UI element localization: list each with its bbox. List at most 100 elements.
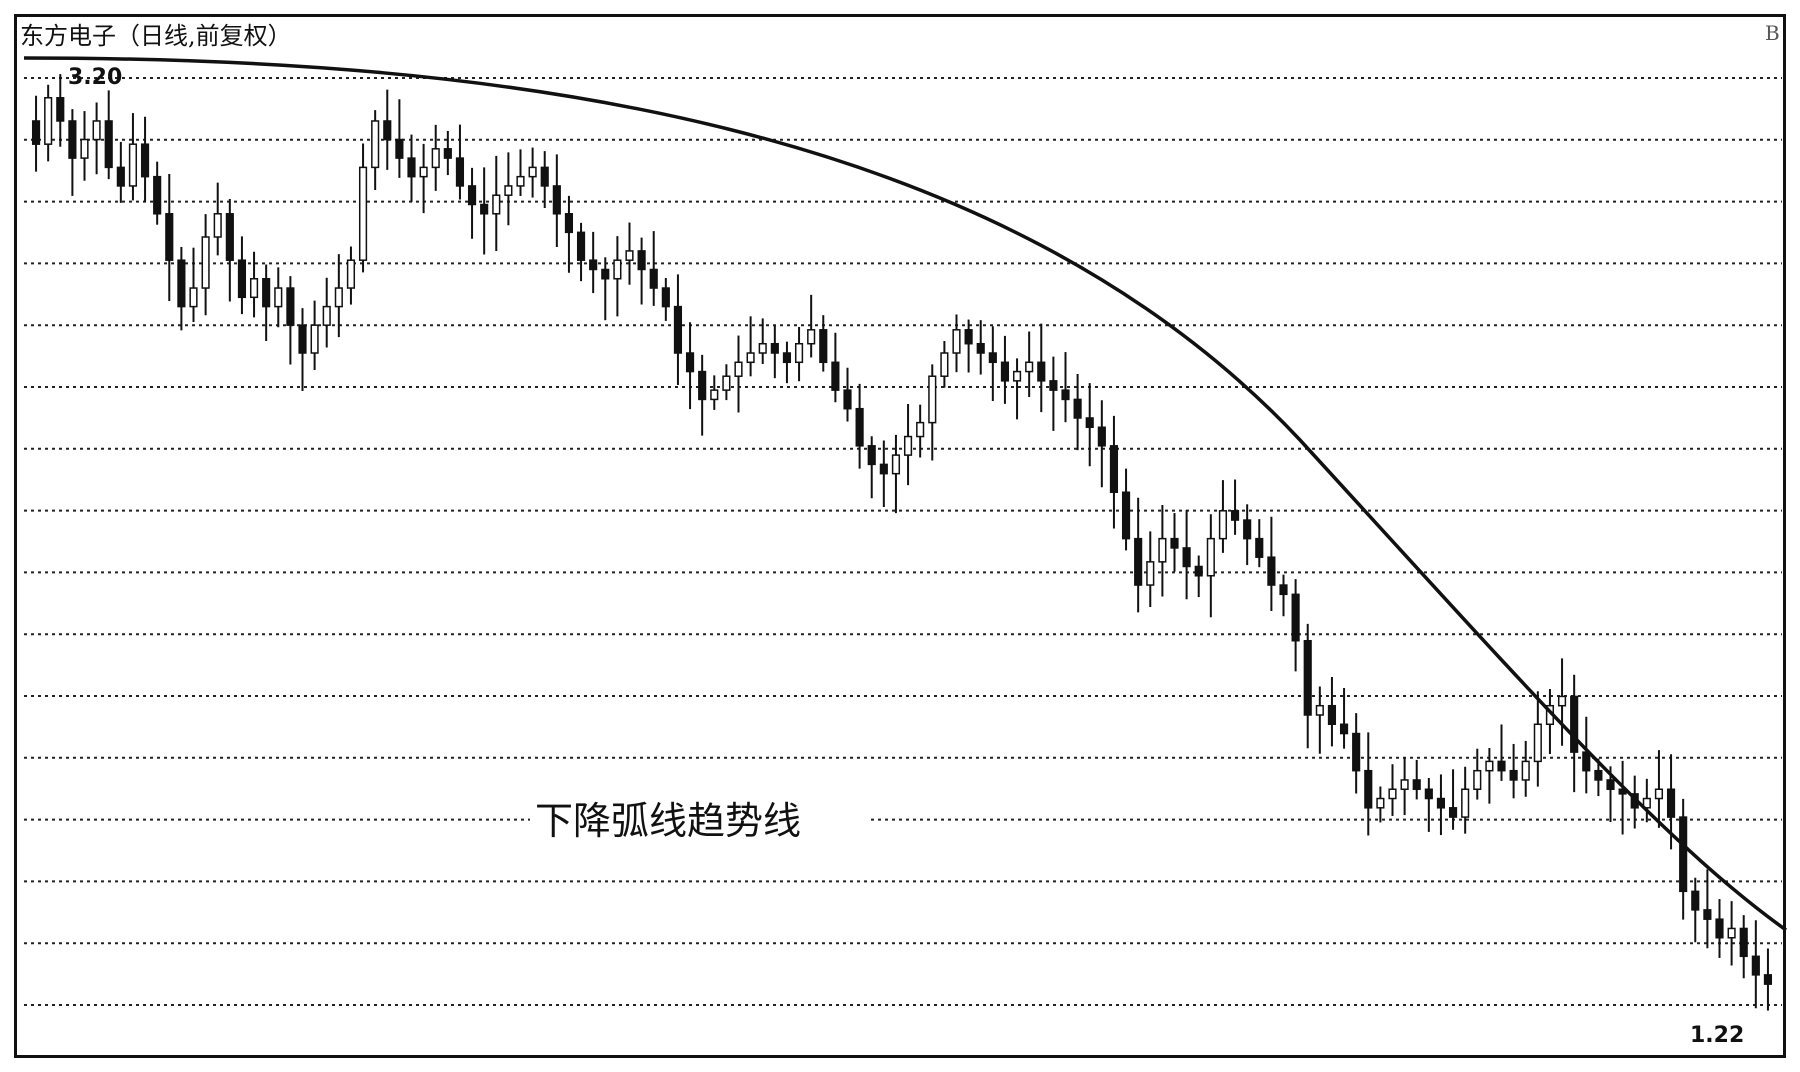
candle — [940, 341, 949, 388]
candle — [189, 247, 198, 323]
candle-body — [177, 259, 186, 308]
candle — [831, 332, 840, 403]
candle-body — [1473, 769, 1482, 790]
candle — [395, 99, 404, 178]
candle — [1327, 676, 1337, 747]
candle-body — [1521, 760, 1530, 781]
candle — [1291, 579, 1300, 672]
candle — [274, 267, 283, 328]
candle — [68, 109, 77, 196]
candle-body — [613, 259, 622, 280]
candle — [1703, 869, 1712, 949]
candle-body — [819, 329, 828, 364]
candle-body — [952, 329, 961, 354]
candle-body — [286, 287, 295, 326]
candle — [540, 151, 549, 209]
candle — [843, 367, 852, 422]
candle-body — [831, 361, 840, 391]
candle-body — [1206, 537, 1215, 577]
candle-body — [1109, 445, 1119, 493]
candle-body — [262, 278, 271, 308]
candle-body — [358, 166, 368, 261]
candle — [237, 236, 247, 315]
candle — [625, 222, 634, 285]
candle-body — [1182, 547, 1191, 568]
candle — [1727, 901, 1736, 966]
candle-body — [528, 166, 537, 178]
candle-body — [249, 278, 259, 299]
candle-body — [1594, 769, 1603, 781]
candle-body — [1218, 510, 1228, 540]
candle — [504, 152, 513, 226]
candle — [140, 116, 150, 202]
chart-title: 东方电子（日线,前复权） — [20, 22, 292, 50]
candle — [1243, 504, 1252, 566]
candle-body — [1364, 769, 1373, 809]
candle-body — [92, 120, 101, 141]
candle — [746, 316, 755, 377]
candle-body — [843, 389, 852, 410]
candle-body — [1121, 491, 1131, 540]
candle-body — [794, 342, 804, 364]
candle — [1485, 747, 1494, 804]
candle-body — [576, 231, 586, 261]
candle-body — [116, 166, 125, 187]
candle — [552, 154, 561, 248]
candle — [467, 167, 477, 239]
candle-body — [346, 259, 356, 289]
candle — [1473, 748, 1482, 800]
candle — [891, 434, 901, 514]
candle — [1364, 732, 1373, 836]
candle-body — [855, 407, 864, 447]
candle-body — [1424, 788, 1433, 800]
candle — [1751, 920, 1760, 1009]
candle — [1436, 774, 1446, 836]
candle — [262, 264, 271, 341]
candle-body — [455, 157, 465, 187]
candle — [879, 440, 888, 507]
candle-body — [928, 375, 937, 424]
candle-body — [1763, 974, 1773, 985]
candle — [419, 143, 428, 214]
candle-body — [540, 166, 549, 187]
candle — [1691, 877, 1700, 943]
candle-body — [80, 138, 89, 159]
candle — [286, 276, 295, 365]
candle — [1109, 415, 1119, 529]
candle-body — [1170, 537, 1179, 549]
candle — [1715, 899, 1724, 958]
candle-body — [68, 120, 77, 159]
candle — [1448, 769, 1458, 830]
candle-body — [589, 259, 598, 271]
candle — [431, 124, 440, 191]
high-price-label: 3.20 — [68, 65, 122, 90]
candle — [153, 161, 162, 225]
candle-body — [988, 352, 997, 364]
candle-body — [1037, 361, 1046, 382]
candle — [104, 90, 113, 180]
candle — [213, 182, 222, 256]
candle — [916, 404, 925, 458]
candle — [371, 110, 380, 191]
candle-body — [1025, 361, 1034, 373]
candle-body — [1436, 797, 1446, 809]
candle-body — [1400, 779, 1409, 790]
candle — [310, 300, 319, 370]
candle — [443, 130, 452, 176]
candle — [249, 251, 259, 318]
candle-body — [1461, 788, 1470, 818]
candle-body — [770, 342, 779, 354]
candle-body — [1654, 788, 1664, 800]
candle — [722, 364, 731, 401]
candle — [1194, 555, 1203, 598]
candle — [516, 149, 525, 197]
candle — [1388, 764, 1397, 816]
candle-body — [467, 185, 477, 206]
candle-body — [722, 375, 731, 391]
candle-body — [31, 120, 41, 145]
candle — [1642, 778, 1651, 823]
candle — [637, 237, 646, 305]
candle — [1521, 740, 1530, 797]
candle — [128, 113, 138, 201]
candle — [601, 257, 610, 321]
